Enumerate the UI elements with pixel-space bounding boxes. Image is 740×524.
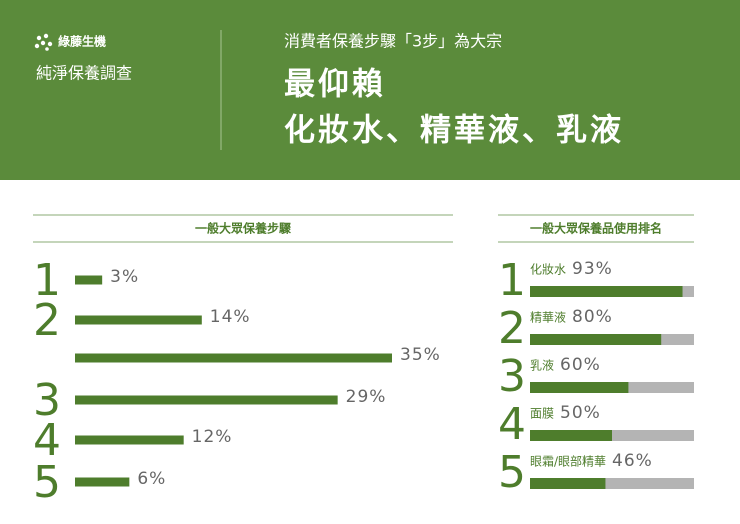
rank-number: 1 xyxy=(498,255,526,306)
value-label: 12% xyxy=(192,427,233,447)
rank-number: 2 xyxy=(498,303,526,354)
bar xyxy=(530,382,629,393)
value-label: 80% xyxy=(572,307,613,327)
bar-track xyxy=(530,478,694,489)
bar xyxy=(530,430,612,441)
value-label: 3% xyxy=(110,267,139,287)
value-label: 60% xyxy=(560,355,601,375)
category-label: 化妝水 xyxy=(530,263,566,277)
chart-title: 一般大眾保養品使用排名 xyxy=(530,221,662,236)
subtitle: 消費者保養步驟「3步」為大宗 xyxy=(284,32,502,51)
rank-number: 4 xyxy=(498,399,526,450)
category-label: 眼霜/眼部精華 xyxy=(530,454,606,469)
bar xyxy=(75,353,392,363)
bar xyxy=(530,286,683,297)
value-label: 6% xyxy=(137,469,166,489)
logo-icon xyxy=(34,33,53,51)
step-number: 3 xyxy=(33,375,61,426)
bar xyxy=(530,334,662,345)
value-label: 50% xyxy=(560,403,601,423)
step-number: 4 xyxy=(33,415,61,466)
value-label: 35% xyxy=(400,345,441,365)
header-band xyxy=(0,0,740,180)
step-number: 1 xyxy=(33,255,61,306)
step-number: 2 xyxy=(33,295,61,346)
bar xyxy=(75,395,338,405)
bar xyxy=(530,478,606,489)
brand: 綠藤生機 xyxy=(58,34,106,49)
bar xyxy=(75,477,130,487)
value-label: 93% xyxy=(572,259,613,279)
headline: 化妝水、精華液、乳液 xyxy=(284,113,624,149)
bar xyxy=(75,435,184,445)
bar xyxy=(75,275,103,285)
category-label: 面膜 xyxy=(530,407,554,421)
value-label: 46% xyxy=(612,451,653,471)
bar xyxy=(75,315,202,325)
rank-number: 5 xyxy=(498,447,526,498)
rank-number: 3 xyxy=(498,351,526,402)
category-label: 精華液 xyxy=(530,310,566,325)
step-number: 5 xyxy=(33,457,61,508)
category-label: 乳液 xyxy=(530,358,554,373)
value-label: 14% xyxy=(210,307,251,327)
headline: 最仰賴 xyxy=(284,67,386,103)
chart-title: 一般大眾保養步驟 xyxy=(195,221,292,236)
survey-name: 純淨保養調查 xyxy=(36,64,132,83)
value-label: 29% xyxy=(346,387,387,407)
